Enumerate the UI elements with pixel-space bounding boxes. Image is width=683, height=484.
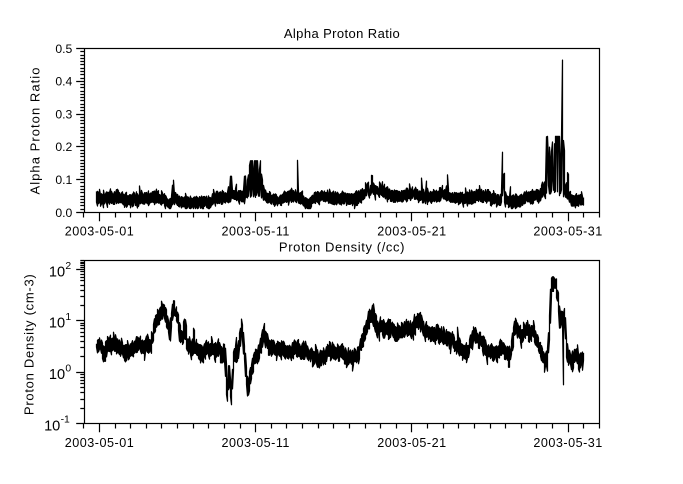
svg-text:10: 10 (49, 367, 65, 383)
svg-text:2003-05-01: 2003-05-01 (65, 225, 134, 239)
svg-text:0.3: 0.3 (55, 107, 72, 121)
svg-text:0.1: 0.1 (55, 173, 72, 187)
svg-text:2003-05-31: 2003-05-31 (533, 225, 602, 239)
svg-text:10: 10 (44, 418, 60, 434)
svg-text:0.2: 0.2 (55, 140, 72, 154)
svg-text:1: 1 (65, 312, 71, 323)
svg-text:0.5: 0.5 (55, 42, 72, 56)
svg-text:Proton Density (/cc): Proton Density (/cc) (279, 239, 405, 254)
svg-text:Alpha Proton Ratio: Alpha Proton Ratio (284, 26, 400, 41)
svg-text:10: 10 (49, 264, 65, 280)
svg-text:2003-05-01: 2003-05-01 (65, 436, 134, 450)
svg-text:2003-05-31: 2003-05-31 (533, 436, 602, 450)
svg-text:0.0: 0.0 (55, 206, 72, 220)
svg-text:2003-05-11: 2003-05-11 (221, 436, 290, 450)
svg-text:2003-05-21: 2003-05-21 (377, 225, 446, 239)
svg-text:0: 0 (65, 363, 71, 374)
svg-text:10: 10 (49, 316, 65, 332)
svg-text:-1: -1 (61, 415, 70, 426)
svg-text:2: 2 (65, 261, 71, 272)
svg-text:2003-05-21: 2003-05-21 (377, 436, 446, 450)
svg-text:2003-05-11: 2003-05-11 (221, 225, 290, 239)
svg-text:Alpha Proton Ratio: Alpha Proton Ratio (28, 66, 43, 194)
svg-text:Proton Density (cm-3): Proton Density (cm-3) (22, 274, 37, 416)
svg-text:0.4: 0.4 (55, 75, 72, 89)
